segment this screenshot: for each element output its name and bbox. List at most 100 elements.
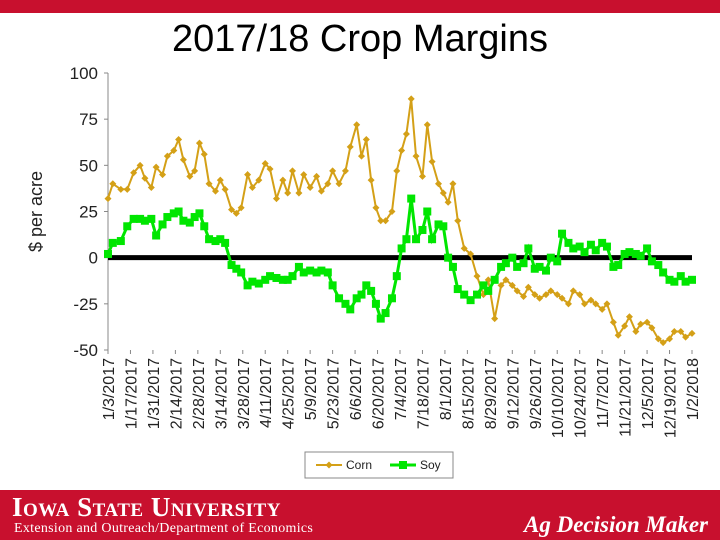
chart-series <box>104 95 696 347</box>
soy-point <box>174 207 183 216</box>
corn-point <box>382 217 390 225</box>
soy-point <box>580 248 589 257</box>
x-tick-label: 9/26/2017 <box>528 358 545 429</box>
corn-point <box>439 189 447 197</box>
soy-point <box>272 273 281 282</box>
corn-point <box>163 152 171 160</box>
x-tick-label: 11/21/2017 <box>618 358 635 437</box>
corn-point <box>317 187 325 195</box>
corn-point <box>614 331 622 339</box>
soy-point <box>294 262 303 271</box>
soy-point <box>598 238 607 247</box>
soy-point <box>237 268 246 277</box>
x-tick-label: 8/1/2017 <box>438 358 455 420</box>
soy-point <box>501 259 510 268</box>
corn-point <box>289 167 297 175</box>
soy-point <box>397 244 406 253</box>
corn-point <box>295 189 303 197</box>
corn-point <box>179 156 187 164</box>
soy-point <box>402 235 411 244</box>
soy-point <box>123 222 132 231</box>
corn-point <box>637 320 645 328</box>
soy-point <box>299 268 308 277</box>
corn-legend-marker <box>325 461 333 469</box>
corn-point <box>367 176 375 184</box>
department-text: Extension and Outreach/Department of Eco… <box>14 521 314 536</box>
corn-point <box>621 322 629 330</box>
y-axis-label: $ per acre <box>26 171 46 252</box>
corn-point <box>147 183 155 191</box>
x-tick-label: 2/28/2017 <box>191 358 208 429</box>
corn-point <box>195 139 203 147</box>
corn-point <box>216 176 224 184</box>
corn-point <box>152 163 160 171</box>
corn-point <box>123 185 131 193</box>
corn-point <box>284 189 292 197</box>
corn-point <box>300 171 308 179</box>
corn-point <box>449 180 457 188</box>
soy-point <box>179 216 188 225</box>
x-tick-label: 5/23/2017 <box>326 358 343 429</box>
soy-point <box>620 249 629 258</box>
soy-point <box>631 249 640 258</box>
corn-point <box>324 180 332 188</box>
corn-point <box>211 187 219 195</box>
corn-point <box>654 335 662 343</box>
soy-point <box>625 248 634 257</box>
corn-point <box>473 272 481 280</box>
soy-point <box>163 213 172 222</box>
corn-point <box>520 292 528 300</box>
soy-point <box>136 214 145 223</box>
corn-point <box>159 171 167 179</box>
corn-point <box>109 180 117 188</box>
corn-point <box>666 335 674 343</box>
corn-point <box>402 130 410 138</box>
corn-point <box>272 195 280 203</box>
soy-point <box>266 272 275 281</box>
soy-point <box>185 218 194 227</box>
soy-point <box>335 294 344 303</box>
x-tick-label: 12/5/2017 <box>640 358 657 429</box>
corn-point <box>407 95 415 103</box>
soy-legend-marker <box>399 461 407 469</box>
corn-point <box>388 208 396 215</box>
corn-point <box>547 287 555 295</box>
x-tick-label: 7/4/2017 <box>393 358 410 420</box>
soy-point <box>392 272 401 281</box>
soy-point <box>614 261 623 270</box>
corn-point <box>677 328 685 336</box>
corn-point <box>191 167 199 175</box>
soy-point <box>104 249 112 258</box>
corn-point <box>592 300 600 308</box>
x-tick-label: 11/7/2017 <box>595 358 612 428</box>
footer-bar <box>0 490 720 540</box>
soy-point <box>434 220 443 229</box>
soy-point <box>362 281 371 290</box>
soy-point <box>227 261 236 270</box>
corn-series-line <box>107 98 693 344</box>
soy-point <box>484 286 493 295</box>
soy-point <box>609 262 618 271</box>
corn-point <box>279 176 287 184</box>
corn-point <box>362 135 370 143</box>
corn-point <box>175 135 183 143</box>
soy-point <box>288 272 297 281</box>
corn-point <box>136 161 144 169</box>
soy-point <box>387 294 396 303</box>
soy-point <box>665 275 674 284</box>
corn-point <box>237 204 245 212</box>
soy-point <box>524 244 533 253</box>
corn-point <box>130 169 138 177</box>
soy-point <box>195 209 204 218</box>
soy-point <box>346 305 355 314</box>
soy-point <box>466 296 475 305</box>
corn-point <box>423 121 431 129</box>
x-tick-label: 8/15/2017 <box>460 358 477 429</box>
corn-point <box>609 318 617 326</box>
soy-point <box>243 281 252 290</box>
soy-point <box>602 242 611 251</box>
soy-point <box>586 240 595 249</box>
soy-point <box>569 244 578 253</box>
soy-point <box>688 275 696 284</box>
soy-point <box>643 244 652 253</box>
